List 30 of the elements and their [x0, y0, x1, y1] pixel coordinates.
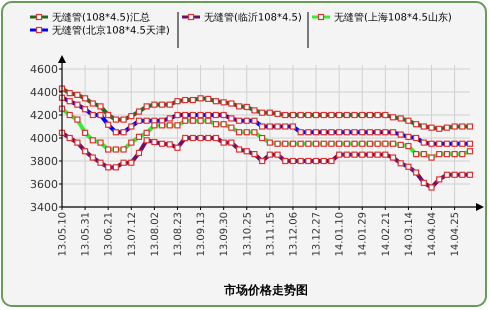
- x-tick-label: 13.10.25: [242, 212, 254, 257]
- x-tick-label: 14.03.14: [404, 212, 415, 257]
- x-tick-label: 13.12.27: [312, 212, 323, 257]
- x-tick-label: 13.06.21: [104, 212, 115, 257]
- x-tick-label: 13.08.23: [172, 212, 184, 257]
- x-tick-label: 13.11.15: [265, 212, 276, 257]
- x-tick-label: 13.12.06: [288, 212, 300, 257]
- y-tick-label: 3600: [30, 178, 58, 191]
- x-tick-label: 14.04.25: [450, 212, 462, 257]
- x-tick-label: 13.05.10: [58, 212, 68, 257]
- y-tick-label: 4000: [30, 132, 58, 145]
- x-tick-label: 13.05.31: [80, 212, 92, 257]
- x-tick-label: 13.08.02: [150, 212, 161, 257]
- y-tick-label: 4600: [30, 62, 58, 76]
- x-tick-label: 13.07.12: [126, 212, 138, 257]
- x-tick-label: 14.02.21: [380, 212, 392, 257]
- legend-label: 无缝管(临沂108*4.5): [204, 12, 302, 24]
- y-tick-label: 3800: [30, 154, 58, 168]
- y-tick-label: 3400: [30, 200, 58, 214]
- x-tick-label: 13.09.13: [196, 212, 208, 257]
- x-tick-label: 14.01.29: [358, 212, 369, 257]
- x-axis-title: 市场价格走势图: [223, 283, 308, 297]
- x-tick-label: 13.09.30: [219, 212, 230, 257]
- y-tick-label: 4400: [30, 86, 58, 99]
- legend-label: 无缝管(108*4.5)汇总: [52, 12, 150, 24]
- x-tick-label: 14.04.04: [427, 212, 438, 257]
- legend-label: 无缝管(北京108*4.5天津): [52, 24, 170, 36]
- x-tick-label: 14.01.10: [334, 212, 346, 257]
- y-tick-label: 4200: [30, 108, 58, 122]
- legend-label: 无缝管(上海108*4.5山东): [334, 12, 452, 24]
